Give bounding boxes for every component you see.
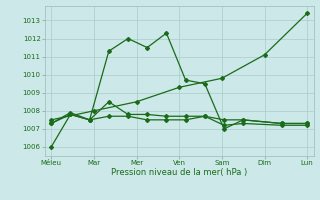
X-axis label: Pression niveau de la mer( hPa ): Pression niveau de la mer( hPa ) — [111, 168, 247, 177]
